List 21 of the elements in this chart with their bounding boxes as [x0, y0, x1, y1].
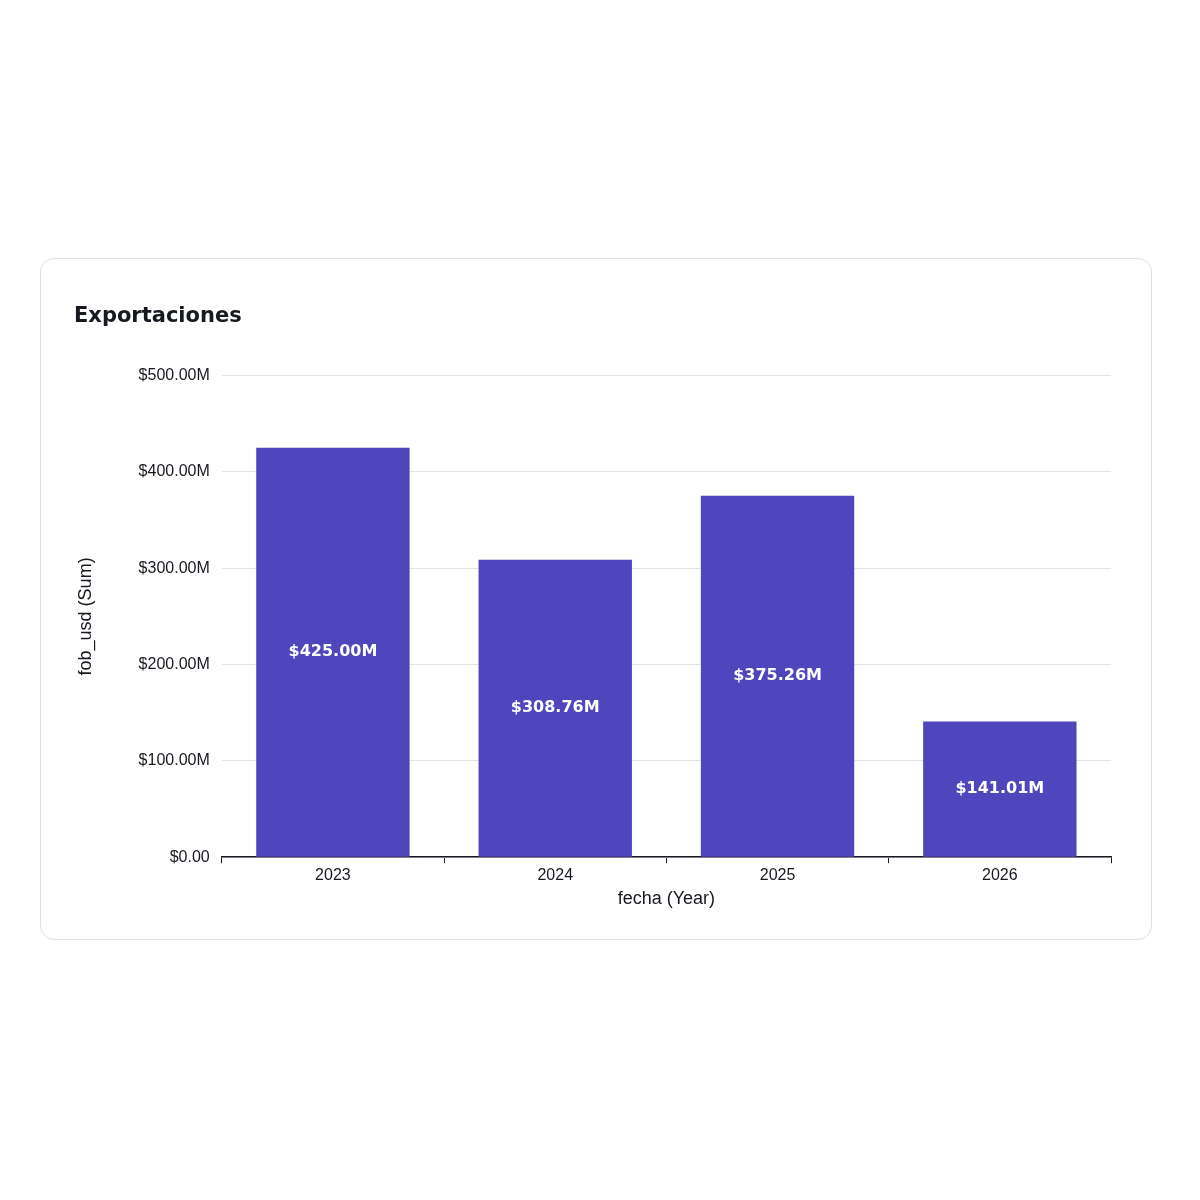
- data-label: $425.00M: [288, 641, 378, 661]
- y-tick-label: $400.00M: [138, 462, 210, 480]
- data-label: $141.01M: [955, 778, 1045, 798]
- x-axis-title: fecha (Year): [617, 888, 716, 909]
- data-label: $308.76M: [510, 697, 600, 717]
- y-tick-label: $200.00M: [138, 654, 210, 672]
- y-tick-label: $500.00M: [138, 366, 210, 384]
- x-tick-label: 2026: [982, 866, 1018, 884]
- x-tick-label: 2024: [537, 866, 574, 884]
- y-tick-label: $300.00M: [138, 558, 210, 576]
- bar: [478, 559, 632, 857]
- chart-title: Exportaciones: [74, 303, 242, 327]
- y-axis-title: fob_usd (Sum): [74, 557, 96, 676]
- y-tick-label: $0.00: [169, 847, 210, 865]
- x-tick-label: 2023: [315, 866, 351, 884]
- x-tick-label: 2025: [759, 866, 796, 884]
- bar: [700, 495, 855, 857]
- bar: [256, 447, 410, 857]
- bar: [923, 721, 1077, 857]
- data-label: $375.26M: [733, 665, 822, 685]
- y-tick-label: $100.00M: [138, 751, 210, 769]
